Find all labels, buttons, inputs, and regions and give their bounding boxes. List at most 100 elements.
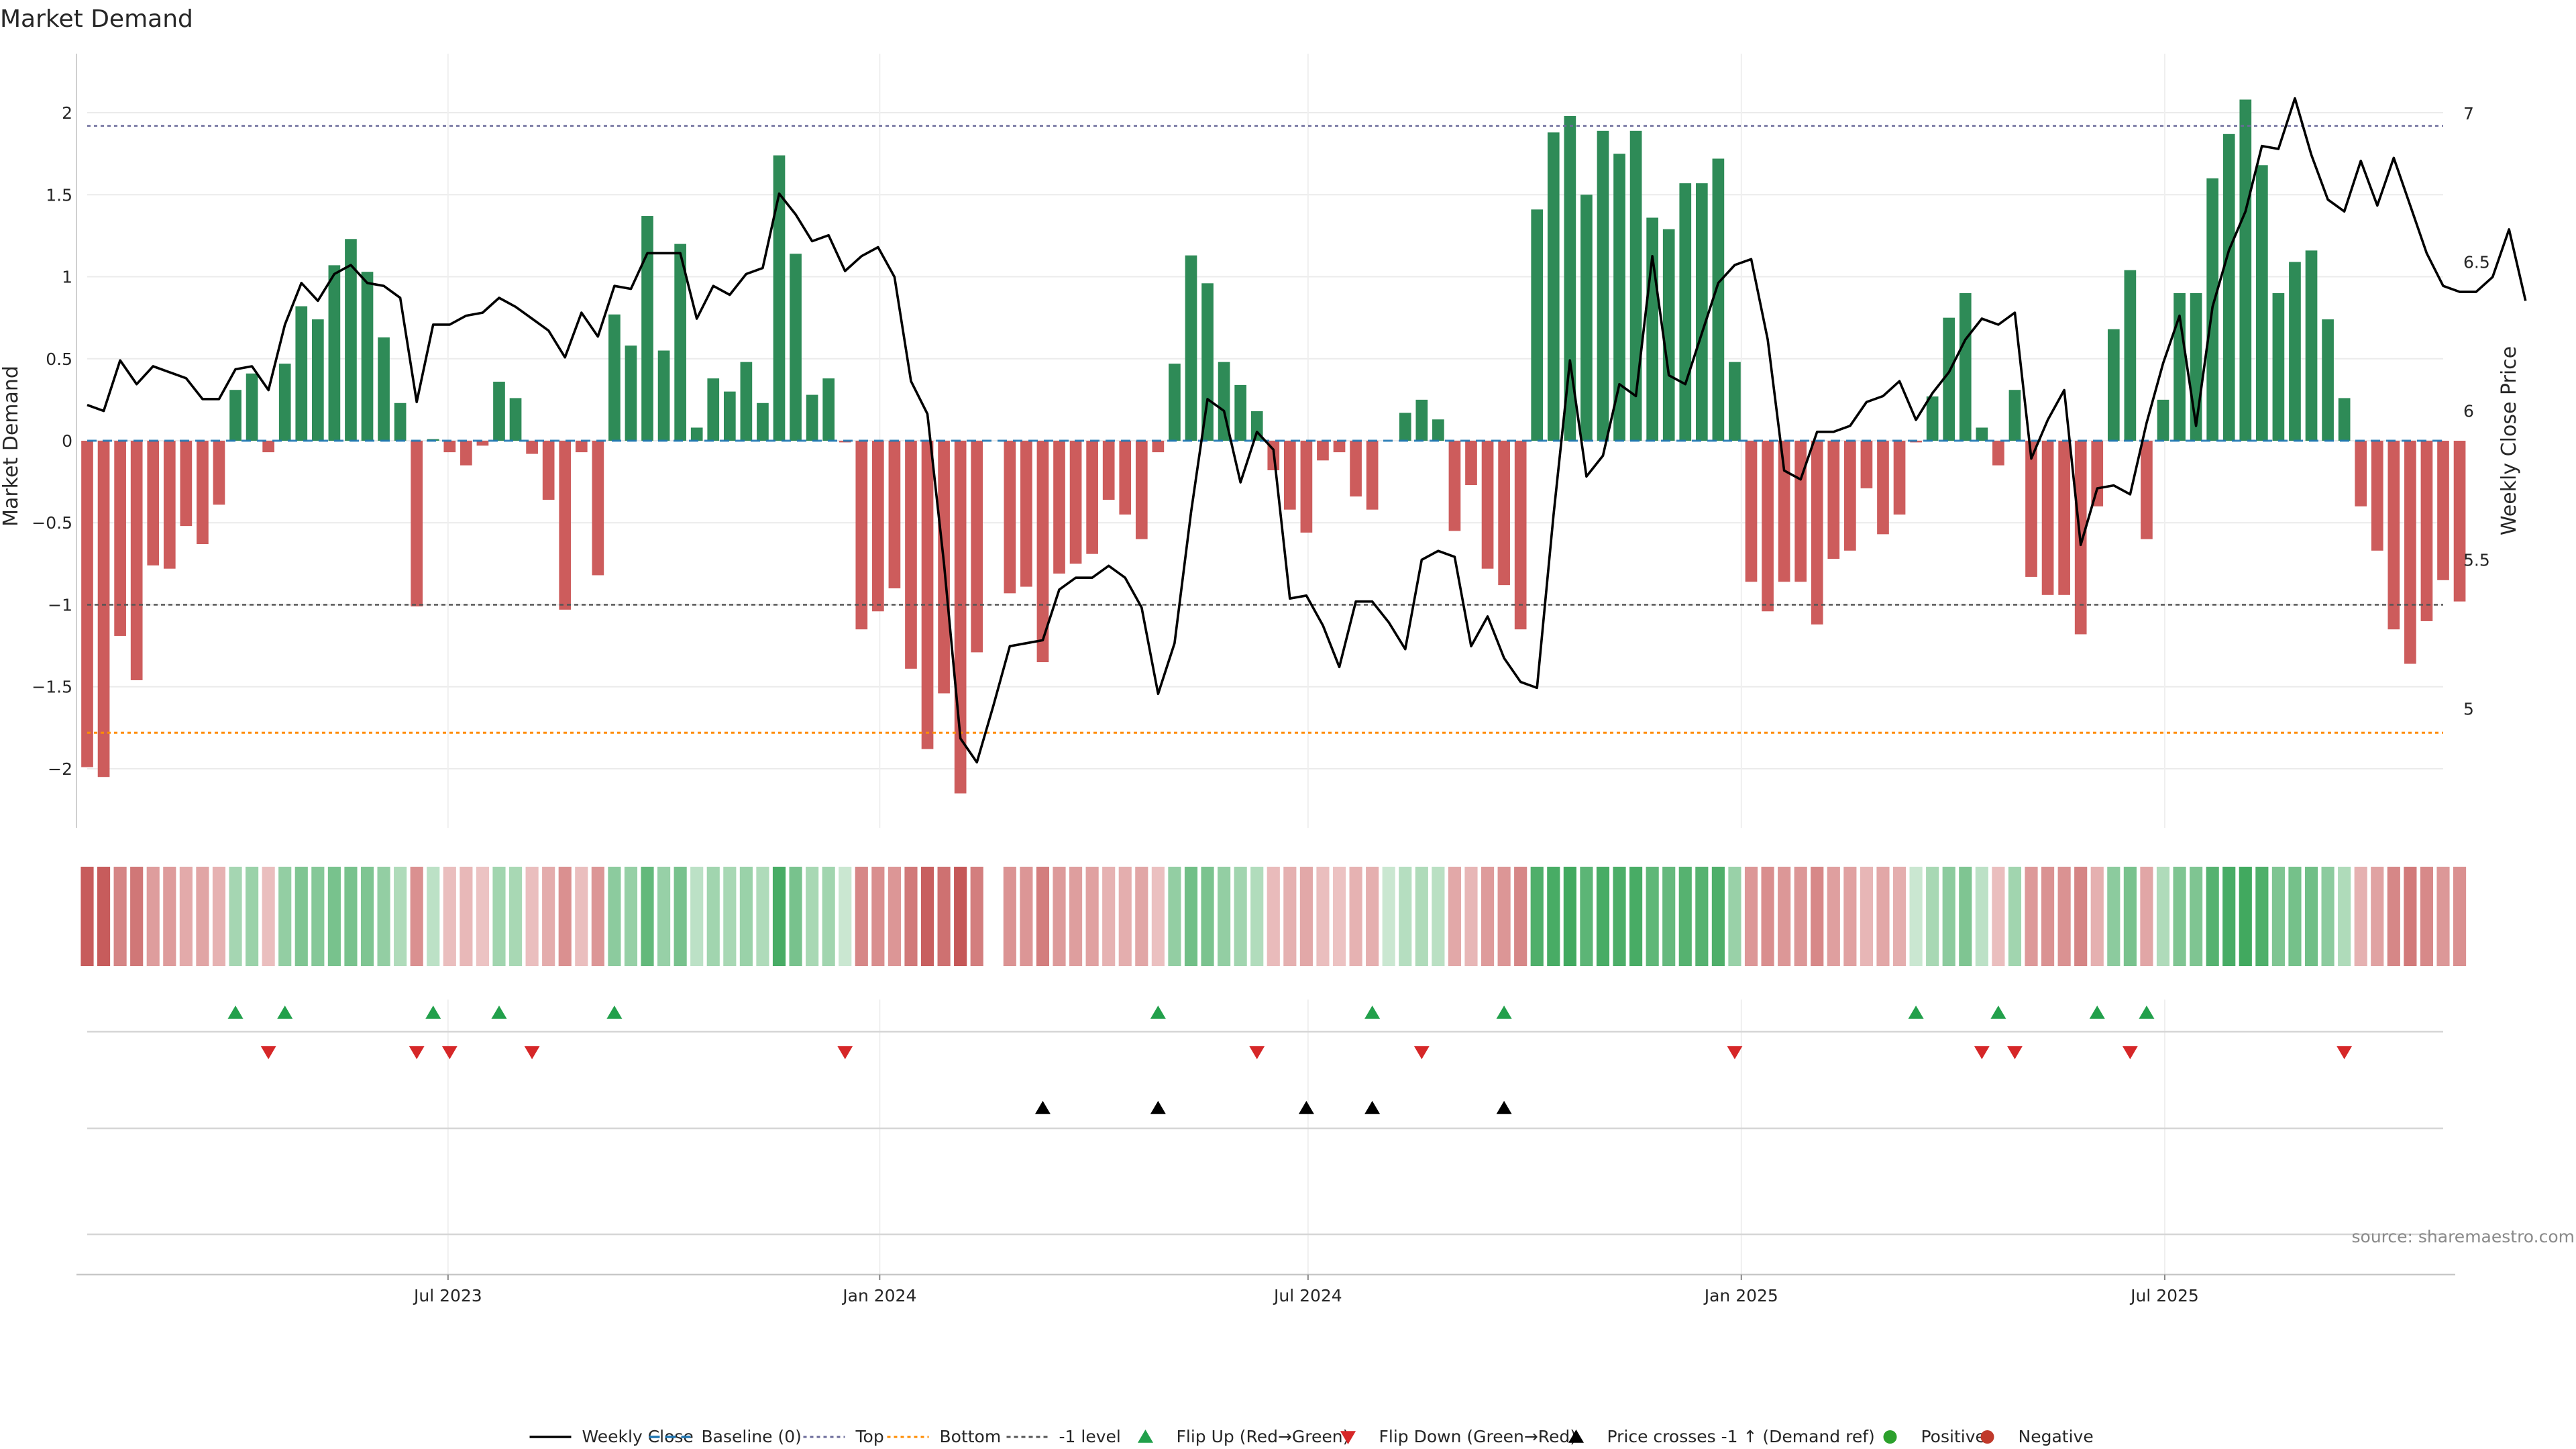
strip-cell-positive bbox=[2107, 867, 2121, 966]
legend-swatch bbox=[1340, 1431, 1356, 1444]
strip-cell-positive bbox=[1580, 867, 1593, 966]
strip-cell-negative bbox=[179, 867, 193, 966]
strip-cell-negative bbox=[1827, 867, 1840, 966]
strip-cell-positive bbox=[1168, 867, 1181, 966]
strip-cell-negative bbox=[1860, 867, 1873, 966]
legend-item-flip-down: Flip Down (Green→Red) bbox=[1340, 1427, 1576, 1446]
negative-demand-bar bbox=[2041, 441, 2054, 595]
strip-cell-negative bbox=[196, 867, 209, 966]
strip-cell-negative bbox=[130, 867, 144, 966]
flip-down-marker bbox=[1974, 1046, 1990, 1059]
strip-cell-positive bbox=[377, 867, 390, 966]
negative-demand-bar bbox=[888, 441, 901, 589]
negative-demand-bar bbox=[130, 441, 143, 680]
strip-cell-negative bbox=[920, 867, 934, 966]
strip-cell-positive bbox=[624, 867, 638, 966]
legend-label: Negative bbox=[2019, 1427, 2094, 1446]
negative-demand-bar bbox=[1300, 441, 1313, 533]
negative-demand-bar bbox=[2091, 441, 2104, 506]
positive-demand-bar bbox=[1959, 292, 1972, 441]
negative-demand-bar bbox=[559, 441, 572, 610]
strip-cell-positive bbox=[1662, 867, 1676, 966]
flip-up-marker bbox=[1990, 1006, 2006, 1019]
strip-cell-negative bbox=[888, 867, 901, 966]
legend-item-top: Top bbox=[803, 1427, 884, 1446]
flip-down-marker bbox=[2006, 1046, 2023, 1059]
negative-demand-bar bbox=[1860, 441, 1873, 488]
positive-demand-bar bbox=[641, 216, 653, 441]
strip-cell-positive bbox=[1695, 867, 1709, 966]
positive-demand-bar bbox=[625, 345, 637, 441]
strip-cell-positive bbox=[1432, 867, 1445, 966]
positive-demand-bar bbox=[1415, 399, 1428, 441]
strip-cell-positive bbox=[756, 867, 769, 966]
strip-cell-positive bbox=[1184, 867, 1198, 966]
flip-up-marker bbox=[277, 1006, 293, 1019]
strip-cell-positive bbox=[1646, 867, 1659, 966]
positive-demand-bar bbox=[1712, 158, 1725, 441]
strip-cell-positive bbox=[739, 867, 753, 966]
strip-cell-positive bbox=[674, 867, 687, 966]
positive-demand-bar bbox=[690, 427, 703, 441]
positive-demand-bar bbox=[2305, 250, 2318, 441]
y-tick-label: 1 bbox=[62, 268, 72, 287]
strip-cell-positive bbox=[839, 867, 852, 966]
negative-demand-bar bbox=[2371, 441, 2383, 551]
negative-demand-bar bbox=[2355, 441, 2367, 506]
negative-demand-bar bbox=[1498, 441, 1510, 586]
flip-up-marker bbox=[491, 1006, 507, 1019]
legend-item-bottom: Bottom bbox=[887, 1427, 1001, 1446]
strip-cell-negative bbox=[113, 867, 127, 966]
strip-cell-positive bbox=[2271, 867, 2285, 966]
negative-demand-bar bbox=[2387, 441, 2400, 630]
negative-demand-bar bbox=[855, 441, 868, 630]
price-cross-marker bbox=[1150, 1101, 1166, 1114]
strip-cell-positive bbox=[2190, 867, 2203, 966]
negative-demand-bar bbox=[2437, 441, 2449, 580]
flip-up-marker bbox=[1908, 1006, 1924, 1019]
positive-demand-bar bbox=[2107, 329, 2120, 441]
y-tick-label: −1 bbox=[48, 595, 72, 614]
positive-demand-bar bbox=[2124, 270, 2137, 441]
strip-cell-positive bbox=[2255, 867, 2269, 966]
positive-demand-bar bbox=[822, 378, 835, 441]
chart-title: Market Demand bbox=[0, 5, 193, 33]
strip-cell-positive bbox=[1218, 867, 1231, 966]
strip-cell-positive bbox=[492, 867, 506, 966]
strip-cell-negative bbox=[443, 867, 456, 966]
strip-cell-negative bbox=[1151, 867, 1165, 966]
strip-cell-negative bbox=[2371, 867, 2384, 966]
positive-demand-bar bbox=[361, 272, 374, 441]
negative-demand-bar bbox=[1514, 441, 1527, 630]
y-tick-label: 0.5 bbox=[46, 350, 72, 369]
negative-demand-bar bbox=[1827, 441, 1840, 559]
positive-demand-bar bbox=[608, 314, 621, 441]
strip-cell-positive bbox=[2156, 867, 2170, 966]
negative-demand-bar bbox=[2453, 441, 2466, 602]
strip-cell-negative bbox=[591, 867, 604, 966]
strip-cell-negative bbox=[1892, 867, 1907, 966]
legend-swatch bbox=[1568, 1430, 1585, 1443]
positive-demand-bar bbox=[1547, 132, 1560, 441]
positive-demand-bar bbox=[394, 402, 407, 441]
source-credit: source: sharemaestro.com bbox=[2352, 1227, 2575, 1246]
strip-cell-negative bbox=[1811, 867, 1824, 966]
strip-cell-positive bbox=[1250, 867, 1264, 966]
strip-cell-negative bbox=[262, 867, 275, 966]
negative-demand-bar bbox=[1036, 441, 1049, 663]
strip-cell-positive bbox=[294, 867, 308, 966]
strip-cell-negative bbox=[1497, 867, 1511, 966]
strip-cell-negative bbox=[1135, 867, 1148, 966]
strip-cell-negative bbox=[855, 867, 868, 966]
legend-item-negative: Negative bbox=[1980, 1427, 2094, 1446]
negative-demand-bar bbox=[1119, 441, 1132, 515]
negative-demand-bar bbox=[575, 441, 588, 453]
strip-cell-positive bbox=[278, 867, 292, 966]
strip-cell-negative bbox=[1448, 867, 1462, 966]
strip-cell-negative bbox=[1003, 867, 1016, 966]
flip-up-marker bbox=[1150, 1006, 1166, 1019]
x-tick-label: Jul 2023 bbox=[413, 1286, 482, 1305]
price-cross-marker bbox=[1364, 1101, 1381, 1114]
positive-demand-bar bbox=[1695, 183, 1708, 441]
strip-cell-negative bbox=[1316, 867, 1330, 966]
